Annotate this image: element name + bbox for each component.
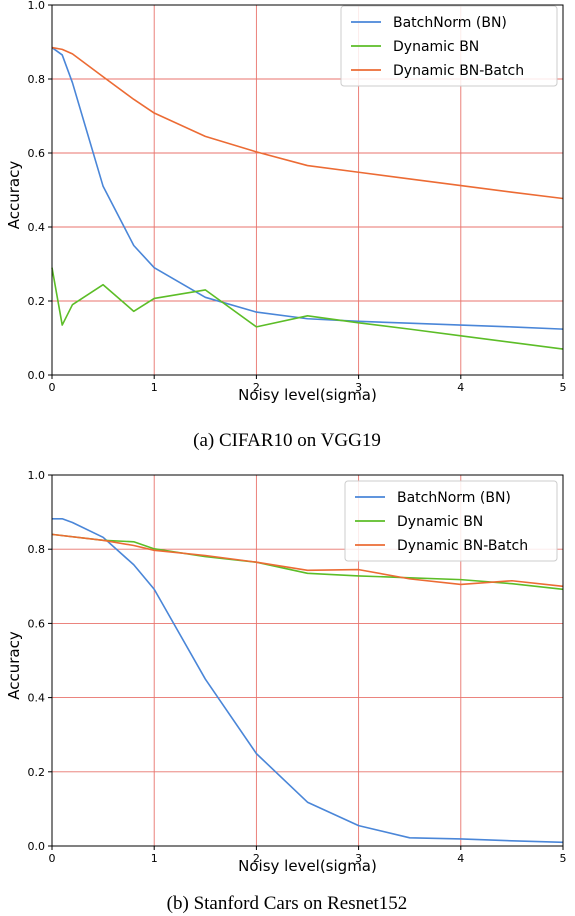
y-axis-label: Accuracy: [5, 161, 23, 230]
legend-box: [344, 480, 558, 562]
x-tick-label: 2: [253, 381, 260, 394]
series-line-1: [52, 517, 564, 844]
y-tick-label: 0.8: [28, 73, 46, 86]
legend: BatchNorm (BN) Dynamic BN Dynamic BN-Batch: [344, 480, 558, 562]
series-line-2: [51, 533, 564, 591]
chart-caption: (a) CIFAR10 on VGG19: [193, 430, 381, 451]
y-tick-label: 1.0: [28, 0, 46, 12]
x-tick-label: 3: [355, 381, 362, 394]
y-tick-label: 0.0: [28, 369, 46, 382]
legend: BatchNorm (BN) Dynamic BN Dynamic BN-Batch: [340, 5, 558, 87]
x-tick-label: 1: [151, 381, 158, 394]
y-tick-label: 0.2: [28, 295, 46, 308]
x-tick-label: 1: [151, 852, 158, 865]
chart-1: 0 1 2 3 4 5 0.0 0.2 0.4 0.6 0.8 1.0 Noisy level(sigm…: [5, 0, 567, 451]
y-tick-label: 0.4: [28, 221, 46, 234]
chart-2: 0 1 2 3 4 5 0.0 0.2 0.4 0.6 0.8 1.0 Noisy level(sigm…: [5, 469, 567, 914]
legend-label: BatchNorm (BN): [393, 15, 507, 31]
x-axis-label: Noisy level(sigma): [238, 386, 377, 404]
legend-box: [340, 5, 558, 87]
legend-label: Dynamic BN-Batch: [393, 63, 524, 79]
legend-label: BatchNorm (BN): [397, 490, 511, 506]
y-tick-label: 0.2: [28, 766, 46, 779]
series-line-1: [51, 46, 564, 330]
series-line-3: [51, 46, 564, 200]
series-line-2: [51, 267, 564, 350]
plot-frame: [51, 474, 564, 847]
x-tick-label: 2: [253, 852, 260, 865]
x-tick-label: 3: [355, 852, 362, 865]
x-tick-label: 4: [457, 852, 464, 865]
y-tick-label: 1.0: [28, 469, 46, 482]
x-tick-label: 4: [457, 381, 464, 394]
x-tick-label: 0: [49, 381, 56, 394]
y-tick-label: 0.8: [28, 543, 46, 556]
legend-label: Dynamic BN: [393, 39, 479, 55]
x-tick-label: 5: [560, 852, 567, 865]
y-tick-label: 0.6: [28, 147, 46, 160]
y-tick-label: 0.6: [28, 617, 46, 630]
y-axis-label: Accuracy: [5, 631, 23, 700]
chart-caption: (b) Stanford Cars on Resnet152: [167, 893, 408, 914]
y-tick-label: 0.4: [28, 692, 46, 705]
x-axis-label: Noisy level(sigma): [238, 857, 377, 875]
y-tick-label: 0.0: [28, 840, 46, 853]
series-line-3: [51, 533, 564, 588]
x-tick-label: 0: [49, 852, 56, 865]
x-tick-label: 5: [560, 381, 567, 394]
legend-label: Dynamic BN: [397, 514, 483, 530]
plot-frame: [51, 4, 564, 376]
legend-label: Dynamic BN-Batch: [397, 538, 528, 554]
